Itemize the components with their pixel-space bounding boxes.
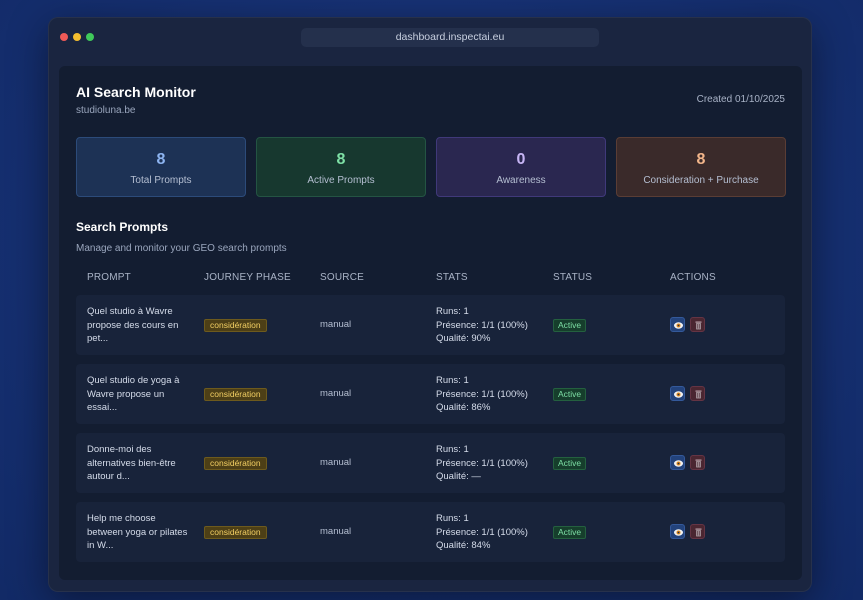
trash-icon (695, 390, 702, 399)
close-window-button[interactable] (60, 33, 68, 41)
minimize-window-button[interactable] (73, 33, 81, 41)
view-button[interactable] (670, 524, 685, 539)
status-badge: Active (553, 319, 587, 332)
column-header-actions: ACTIONS (670, 272, 716, 283)
quality-stat: Qualité: 86% (436, 402, 491, 413)
runs-stat: Runs: 1 (436, 306, 469, 317)
stat-label: Total Prompts (130, 175, 192, 186)
journey-phase-badge: considération (204, 457, 267, 470)
title-bar: dashboard.inspectai.eu (49, 18, 811, 56)
stat-card-consideration-purchase: 8 Consideration + Purchase (616, 137, 786, 197)
presence-stat: Présence: 1/1 (100%) (436, 526, 528, 538)
prompt-line: autour d... (87, 471, 130, 482)
prompt-line: Wavre propose un (87, 388, 165, 400)
created-date: Created 01/10/2025 (696, 94, 785, 105)
section-subtitle: Manage and monitor your GEO search promp… (76, 243, 287, 254)
stat-label: Active Prompts (307, 175, 375, 186)
status-badge: Active (553, 526, 587, 539)
delete-button[interactable] (690, 524, 705, 539)
source-value: manual (320, 319, 352, 330)
journey-phase-badge: considération (204, 388, 267, 401)
column-header-source: SOURCE (320, 272, 364, 283)
runs-stat: Runs: 1 (436, 444, 469, 455)
prompt-line: Quel studio à Wavre (87, 306, 173, 317)
table-row: Donne-moi des alternatives bien-être aut… (76, 433, 785, 493)
stat-value: 8 (696, 151, 706, 168)
presence-stat: Présence: 1/1 (100%) (436, 388, 528, 400)
presence-stat: Présence: 1/1 (100%) (436, 457, 528, 469)
prompt-line: between yoga or pilates (87, 526, 188, 538)
stats-cell: Runs: 1 Présence: 1/1 (100%) Qualité: 86… (436, 374, 528, 415)
prompt-line: alternatives bien-être (87, 457, 176, 469)
prompt-line: propose des cours en (87, 319, 179, 331)
status-badge: Active (553, 457, 587, 470)
column-header-prompt: PROMPT (87, 272, 131, 283)
prompt-line: pet... (87, 333, 109, 344)
journey-phase-badge: considération (204, 526, 267, 539)
stat-value: 0 (516, 151, 526, 168)
prompt-line: Donne-moi des (87, 444, 152, 455)
stat-card-awareness: 0 Awareness (436, 137, 606, 197)
stat-value: 8 (336, 151, 346, 168)
stat-card-total-prompts: 8 Total Prompts (76, 137, 246, 197)
presence-stat: Présence: 1/1 (100%) (436, 319, 528, 331)
view-button[interactable] (670, 455, 685, 470)
prompt-line: Quel studio de yoga à (87, 375, 180, 386)
column-header-status: STATUS (553, 272, 593, 283)
browser-window: dashboard.inspectai.eu AI Search Monitor… (48, 17, 812, 592)
trash-icon (695, 459, 702, 468)
site-domain: studioluna.be (76, 105, 136, 116)
column-header-stats: STATS (436, 272, 468, 283)
stat-label: Awareness (496, 175, 546, 186)
prompt-line: Help me choose (87, 513, 156, 524)
runs-stat: Runs: 1 (436, 513, 469, 524)
table-row: Help me choose between yoga or pilates i… (76, 502, 785, 562)
section-title: Search Prompts (76, 220, 169, 234)
stats-cell: Runs: 1 Présence: 1/1 (100%) Qualité: 90… (436, 305, 528, 346)
journey-phase-badge: considération (204, 319, 267, 332)
prompt-text: Quel studio de yoga à Wavre propose un e… (87, 374, 195, 415)
page-title: AI Search Monitor (76, 84, 196, 100)
source-value: manual (320, 457, 352, 468)
delete-button[interactable] (690, 455, 705, 470)
quality-stat: Qualité: 84% (436, 540, 491, 551)
column-header-journey-phase: JOURNEY PHASE (204, 272, 291, 283)
delete-button[interactable] (690, 386, 705, 401)
stats-cell: Runs: 1 Présence: 1/1 (100%) Qualité: 84… (436, 512, 528, 553)
source-value: manual (320, 526, 352, 537)
quality-stat: Qualité: 90% (436, 333, 491, 344)
maximize-window-button[interactable] (86, 33, 94, 41)
trash-icon (695, 321, 702, 330)
runs-stat: Runs: 1 (436, 375, 469, 386)
prompt-line: in W... (87, 540, 114, 551)
table-row: Quel studio de yoga à Wavre propose un e… (76, 364, 785, 424)
prompt-text: Donne-moi des alternatives bien-être aut… (87, 443, 195, 484)
delete-button[interactable] (690, 317, 705, 332)
quality-stat: Qualité: — (436, 471, 481, 482)
address-bar[interactable]: dashboard.inspectai.eu (301, 28, 599, 47)
dashboard-panel: AI Search Monitor studioluna.be Created … (59, 66, 802, 580)
prompt-text: Quel studio à Wavre propose des cours en… (87, 305, 195, 346)
stat-card-active-prompts: 8 Active Prompts (256, 137, 426, 197)
eye-icon (674, 529, 683, 536)
status-badge: Active (553, 388, 587, 401)
view-button[interactable] (670, 317, 685, 332)
stats-cell: Runs: 1 Présence: 1/1 (100%) Qualité: — (436, 443, 528, 484)
source-value: manual (320, 388, 352, 399)
prompt-line: essai... (87, 402, 118, 413)
stat-value: 8 (156, 151, 166, 168)
eye-icon (674, 322, 683, 329)
view-button[interactable] (670, 386, 685, 401)
table-row: Quel studio à Wavre propose des cours en… (76, 295, 785, 355)
stat-label: Consideration + Purchase (643, 175, 759, 186)
prompt-text: Help me choose between yoga or pilates i… (87, 512, 195, 553)
eye-icon (674, 460, 683, 467)
eye-icon (674, 391, 683, 398)
trash-icon (695, 528, 702, 537)
